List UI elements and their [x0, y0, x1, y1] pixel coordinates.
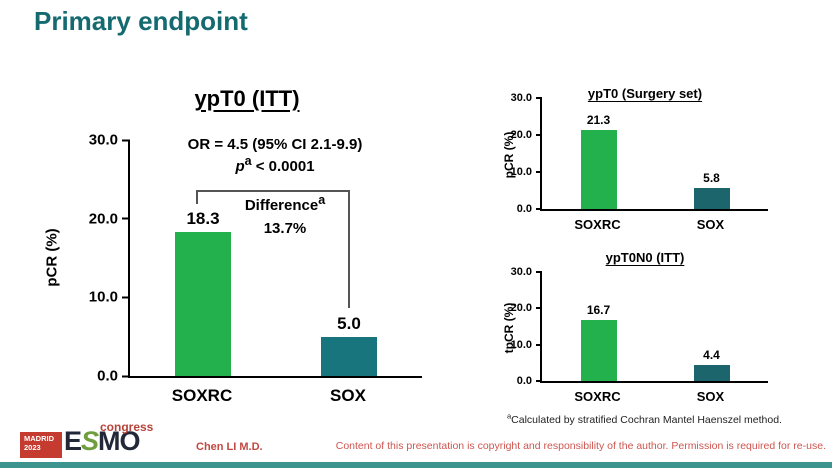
difference-bracket-top: [196, 190, 350, 192]
bar-rect-soxrc: [580, 130, 617, 209]
difference-annotation: Differencea 13.7%: [220, 193, 350, 240]
page-title: Primary endpoint: [34, 6, 248, 36]
y-tick-20: 20.0: [89, 210, 130, 227]
y-tick-0: 0.0: [517, 203, 542, 215]
footnote: aCalculated by stratified Cochran Mantel…: [507, 411, 782, 426]
category-label-soxrc: SOXRC: [574, 389, 621, 404]
bar-soxrc: 16.7: [580, 272, 617, 381]
venue-year-badge: MADRID 2023: [20, 432, 62, 458]
bar-sox: 4.4: [693, 272, 730, 381]
bars-group: 18.3 5.0: [130, 140, 422, 376]
chart-ypt0-surgery-set: ypT0 (Surgery set) pCR (%) 0.0 10.0 20.0 30…: [495, 78, 825, 243]
bar-value-label: 5.0: [337, 313, 361, 333]
bar-soxrc: 18.3: [175, 140, 231, 376]
esmo-wordmark: ESMO: [64, 426, 141, 456]
bar-value-label: 4.4: [703, 348, 720, 363]
plot-area: 0.0 10.0 20.0 30.0 16.7 4.4: [511, 266, 768, 387]
y-tick-20: 20.0: [511, 302, 542, 314]
category-label-sox: SOX: [330, 386, 366, 405]
plot-area: 0.0 10.0 20.0 30.0 18.3 5.0: [89, 132, 422, 385]
copyright-disclaimer: Content of this presentation is copyrigh…: [335, 440, 826, 452]
chart-ypt0-itt: ypT0 (ITT) OR = 4.5 (95% CI 2.1-9.9) pa …: [30, 78, 470, 428]
p-value-text: pa < 0.0001: [235, 153, 315, 175]
bars-group: 21.3 5.8: [542, 98, 768, 209]
y-tick-10: 10.0: [511, 166, 542, 178]
y-axis-label: pCR (%): [43, 228, 61, 287]
odds-ratio-text: OR = 4.5 (95% CI 2.1-9.9): [187, 136, 363, 153]
bar-value-label: 21.3: [586, 113, 611, 128]
y-tick-30: 30.0: [511, 92, 542, 104]
congress-label: congress: [100, 420, 154, 434]
bar-sox: 5.8: [693, 98, 730, 209]
y-tick-10: 10.0: [511, 339, 542, 351]
difference-bracket-right: [348, 190, 350, 308]
esmo-congress-logo: MADRID 2023 ESMO congress: [18, 420, 188, 464]
bar-rect-sox: [693, 365, 730, 381]
x-axis-labels: SOXRC SOX: [540, 389, 768, 404]
x-axis-labels: SOXRC SOX: [540, 217, 768, 232]
bar-value-label: 5.8: [703, 170, 720, 185]
author-credit: Chen LI M.D.: [196, 441, 263, 453]
x-axis-labels: SOXRC SOX: [128, 386, 422, 406]
bar-soxrc: 21.3: [580, 98, 617, 209]
bar-sox: 5.0: [321, 140, 377, 376]
plot-area: 0.0 10.0 20.0 30.0 21.3 5.8: [511, 92, 768, 215]
difference-label: Differencea: [244, 193, 326, 214]
bar-rect-soxrc: [175, 232, 231, 376]
chart-title-ypt0n0-itt: ypT0N0 (ITT): [605, 250, 685, 265]
difference-bracket-left: [196, 190, 198, 204]
y-tick-30: 30.0: [89, 132, 130, 149]
category-label-soxrc: SOXRC: [171, 386, 233, 405]
category-label-sox: SOX: [696, 217, 725, 232]
y-axis-label: pCR (%): [502, 131, 516, 179]
venue-label: MADRID: [24, 434, 54, 443]
chart-title-ypt0-surgery: ypT0 (Surgery set): [587, 86, 703, 101]
bar-value-label: 16.7: [586, 303, 611, 318]
bar-rect-sox: [693, 187, 730, 209]
chart-title-ypt0-itt: ypT0 (ITT): [194, 86, 300, 111]
y-tick-30: 30.0: [511, 266, 542, 278]
bar-value-label: 18.3: [186, 209, 220, 229]
stats-annotation: OR = 4.5 (95% CI 2.1-9.9) pa < 0.0001: [130, 134, 420, 178]
difference-value: 13.7%: [263, 219, 307, 237]
year-label: 2023: [24, 442, 41, 452]
y-tick-10: 10.0: [89, 289, 130, 306]
chart-ypt0n0-itt: ypT0N0 (ITT) tpCR (%) 0.0 10.0 20.0 30.0 16…: [495, 248, 825, 413]
bar-rect-soxrc: [580, 320, 617, 381]
y-tick-20: 20.0: [511, 129, 542, 141]
bottom-accent-bar: [0, 462, 832, 468]
category-label-sox: SOX: [696, 389, 725, 404]
y-tick-0: 0.0: [517, 375, 542, 387]
y-tick-0: 0.0: [97, 368, 130, 385]
y-axis-label: tpCR (%): [502, 302, 516, 354]
bars-group: 16.7 4.4: [542, 272, 768, 381]
bar-rect-sox: [321, 336, 377, 376]
category-label-soxrc: SOXRC: [574, 217, 621, 232]
